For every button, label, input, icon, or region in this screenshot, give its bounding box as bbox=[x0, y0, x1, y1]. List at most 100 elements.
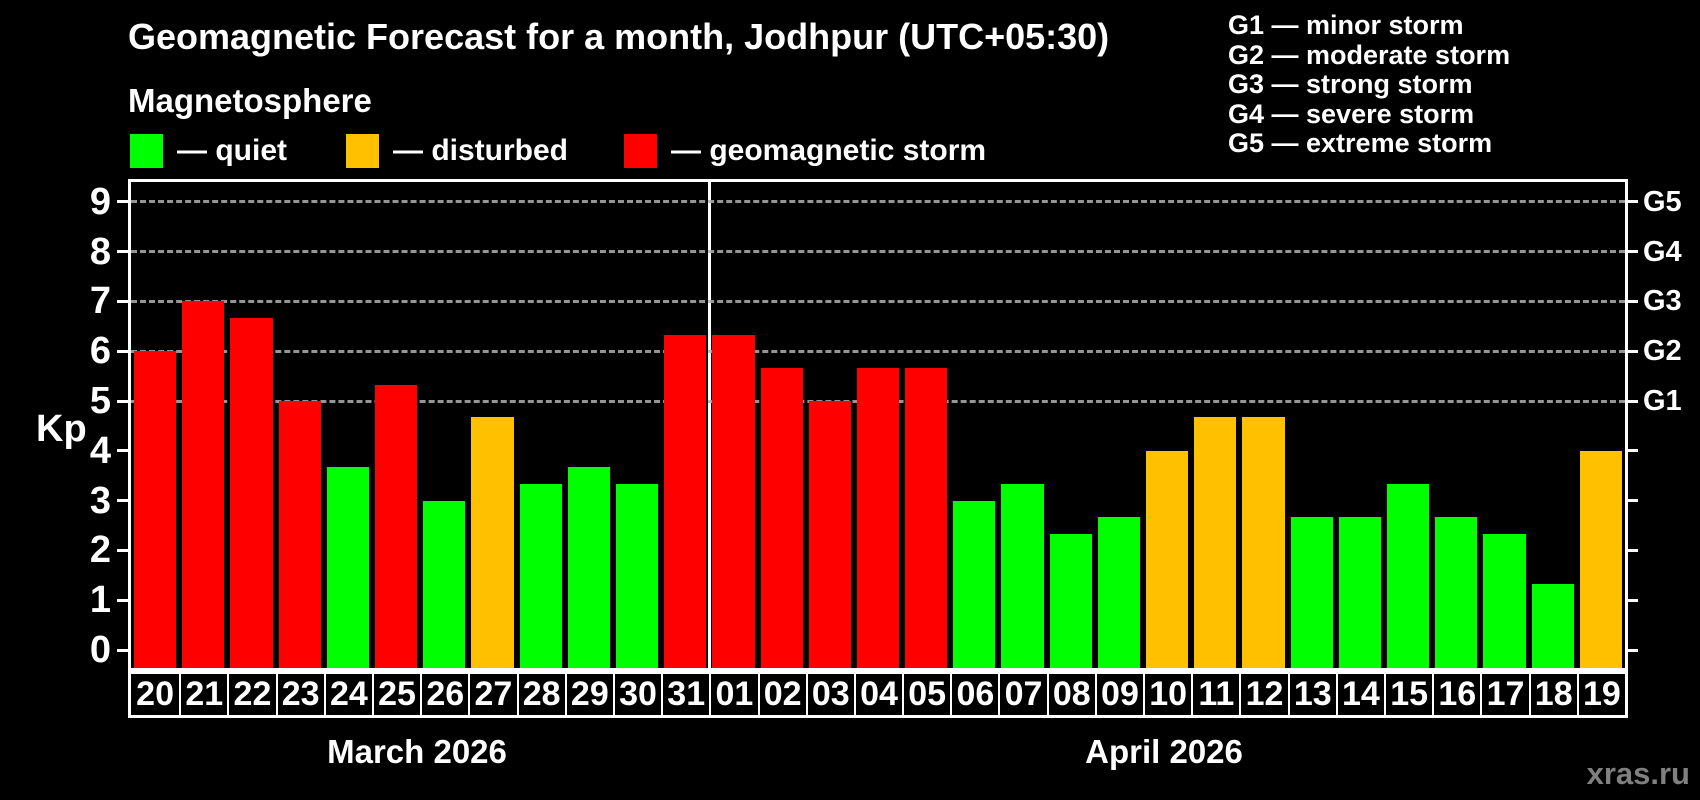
kp-bar-day-10 bbox=[1146, 450, 1189, 668]
g-scale-legend: G1 — minor storm G2 — moderate storm G3 … bbox=[1228, 10, 1511, 159]
kp-bar-day-02 bbox=[760, 367, 803, 668]
kp-bar-day-30 bbox=[615, 484, 659, 668]
right-tick-kp-3 bbox=[1625, 499, 1638, 503]
kp-tick-label-3: 3 bbox=[89, 479, 111, 522]
kp-bar-chart-plot-area: 0 1 2 3 4 5 6 7 8 9 G1 G2 G3 G4 G5 bbox=[90, 179, 1682, 671]
gridline-kp-6 bbox=[131, 349, 1625, 353]
g-axis-label-g5: G5 bbox=[1643, 185, 1682, 218]
day-label-26: 26 bbox=[420, 674, 468, 715]
month-label-march: March 2026 bbox=[327, 733, 507, 770]
day-label-05: 05 bbox=[902, 674, 950, 715]
day-label-31: 31 bbox=[661, 674, 709, 715]
legend-storm-label: — geomagnetic storm bbox=[671, 134, 987, 167]
day-label-25: 25 bbox=[371, 674, 420, 715]
right-tick-kp-4 bbox=[1625, 449, 1638, 453]
g-axis-label-g4: G4 bbox=[1643, 235, 1682, 268]
day-label-29: 29 bbox=[564, 674, 613, 715]
kp-bar-day-27 bbox=[471, 417, 514, 668]
magnetosphere-subtitle: Magnetosphere bbox=[128, 82, 372, 119]
left-tick-kp-2 bbox=[117, 548, 131, 552]
kp-tick-label-6: 6 bbox=[89, 330, 111, 373]
kp-bar-day-03 bbox=[808, 401, 851, 668]
kp-tick-label-7: 7 bbox=[89, 280, 111, 323]
day-label-28: 28 bbox=[516, 674, 565, 715]
quiet-swatch-icon bbox=[130, 134, 163, 168]
storm-swatch-icon bbox=[624, 134, 657, 168]
kp-tick-label-0: 0 bbox=[89, 629, 111, 671]
left-tick-kp-6 bbox=[117, 349, 131, 353]
page-title: Geomagnetic Forecast for a month, Jodhpu… bbox=[128, 16, 1110, 57]
kp-bar-day-16 bbox=[1435, 517, 1478, 668]
gridline-kp-8 bbox=[131, 250, 1625, 254]
kp-tick-label-4: 4 bbox=[89, 429, 111, 472]
day-label-08: 08 bbox=[1046, 674, 1095, 715]
kp-bar-day-12 bbox=[1242, 417, 1285, 668]
day-label-24: 24 bbox=[323, 674, 372, 715]
kp-bar-day-07 bbox=[1001, 484, 1044, 668]
kp-bar-day-29 bbox=[567, 467, 610, 668]
kp-bar-day-31 bbox=[664, 334, 707, 668]
day-label-10: 10 bbox=[1143, 674, 1191, 715]
kp-bar-day-17 bbox=[1483, 533, 1526, 668]
kp-bar-day-21 bbox=[182, 301, 225, 668]
kp-tick-label-8: 8 bbox=[89, 230, 111, 273]
kp-tick-label-9: 9 bbox=[89, 180, 111, 223]
kp-bar-day-09 bbox=[1097, 517, 1141, 668]
day-label-02: 02 bbox=[757, 674, 806, 715]
gridline-kp-9 bbox=[131, 200, 1625, 204]
legend-item-storm: — geomagnetic storm bbox=[624, 133, 986, 169]
left-tick-kp-8 bbox=[117, 250, 131, 254]
day-label-09: 09 bbox=[1094, 674, 1143, 715]
kp-bar-day-01 bbox=[712, 334, 755, 668]
right-tick-kp-5 bbox=[1625, 399, 1638, 403]
day-axis-strip: 20 21 22 23 24 25 26 27 28 29 30 31 01 02 03 04 05 06 07 08… bbox=[128, 671, 1628, 718]
g1-legend-line: G1 — minor storm bbox=[1228, 10, 1464, 40]
day-label-18: 18 bbox=[1528, 674, 1577, 715]
g4-legend-line: G4 — severe storm bbox=[1228, 98, 1475, 129]
kp-tick-label-1: 1 bbox=[89, 579, 111, 622]
g2-legend-line: G2 — moderate storm bbox=[1228, 39, 1511, 70]
day-label-19: 19 bbox=[1576, 674, 1625, 715]
right-tick-kp-9 bbox=[1625, 200, 1638, 204]
day-label-27: 27 bbox=[468, 674, 516, 715]
day-label-06: 06 bbox=[950, 674, 998, 715]
kp-bar-day-13 bbox=[1290, 517, 1333, 668]
right-tick-kp-7 bbox=[1625, 299, 1638, 303]
kp-bar-day-20 bbox=[134, 351, 177, 668]
kp-bar-day-05 bbox=[905, 367, 948, 668]
month-separator-line bbox=[707, 182, 711, 668]
g-axis-label-g1: G1 bbox=[1643, 385, 1682, 417]
g3-legend-line: G3 — strong storm bbox=[1228, 69, 1473, 100]
kp-axis-title: Kp bbox=[36, 408, 87, 450]
kp-bar-day-25 bbox=[374, 384, 418, 668]
day-label-22: 22 bbox=[227, 674, 275, 715]
day-label-20: 20 bbox=[136, 675, 174, 713]
day-label-12: 12 bbox=[1239, 674, 1287, 715]
day-label-07: 07 bbox=[998, 674, 1046, 715]
day-label-21: 21 bbox=[179, 674, 227, 715]
legend-disturbed-label: — disturbed bbox=[393, 134, 569, 167]
kp-bar-day-19 bbox=[1579, 450, 1622, 668]
month-label-april: April 2026 bbox=[1085, 733, 1243, 770]
left-tick-kp-0 bbox=[117, 648, 131, 652]
g-axis-label-g3: G3 bbox=[1643, 285, 1682, 318]
left-tick-kp-5 bbox=[117, 399, 131, 403]
day-label-23: 23 bbox=[275, 674, 324, 715]
kp-bar-day-15 bbox=[1387, 484, 1430, 668]
kp-bar-day-04 bbox=[856, 367, 900, 668]
disturbed-swatch-icon bbox=[346, 134, 379, 168]
day-label-01: 01 bbox=[709, 674, 757, 715]
g5-legend-line: G5 — extreme storm bbox=[1228, 128, 1493, 159]
kp-tick-label-2: 2 bbox=[89, 529, 111, 572]
kp-bar-day-11 bbox=[1194, 417, 1237, 668]
left-tick-kp-7 bbox=[117, 299, 131, 303]
left-tick-kp-4 bbox=[117, 449, 131, 453]
day-label-13: 13 bbox=[1287, 674, 1336, 715]
right-tick-kp-0 bbox=[1625, 648, 1638, 652]
right-tick-kp-1 bbox=[1625, 598, 1638, 602]
gridline-kp-7 bbox=[131, 299, 1625, 303]
right-tick-kp-6 bbox=[1625, 349, 1638, 353]
legend-item-disturbed: — disturbed bbox=[346, 133, 568, 169]
kp-bar-day-08 bbox=[1049, 533, 1092, 668]
